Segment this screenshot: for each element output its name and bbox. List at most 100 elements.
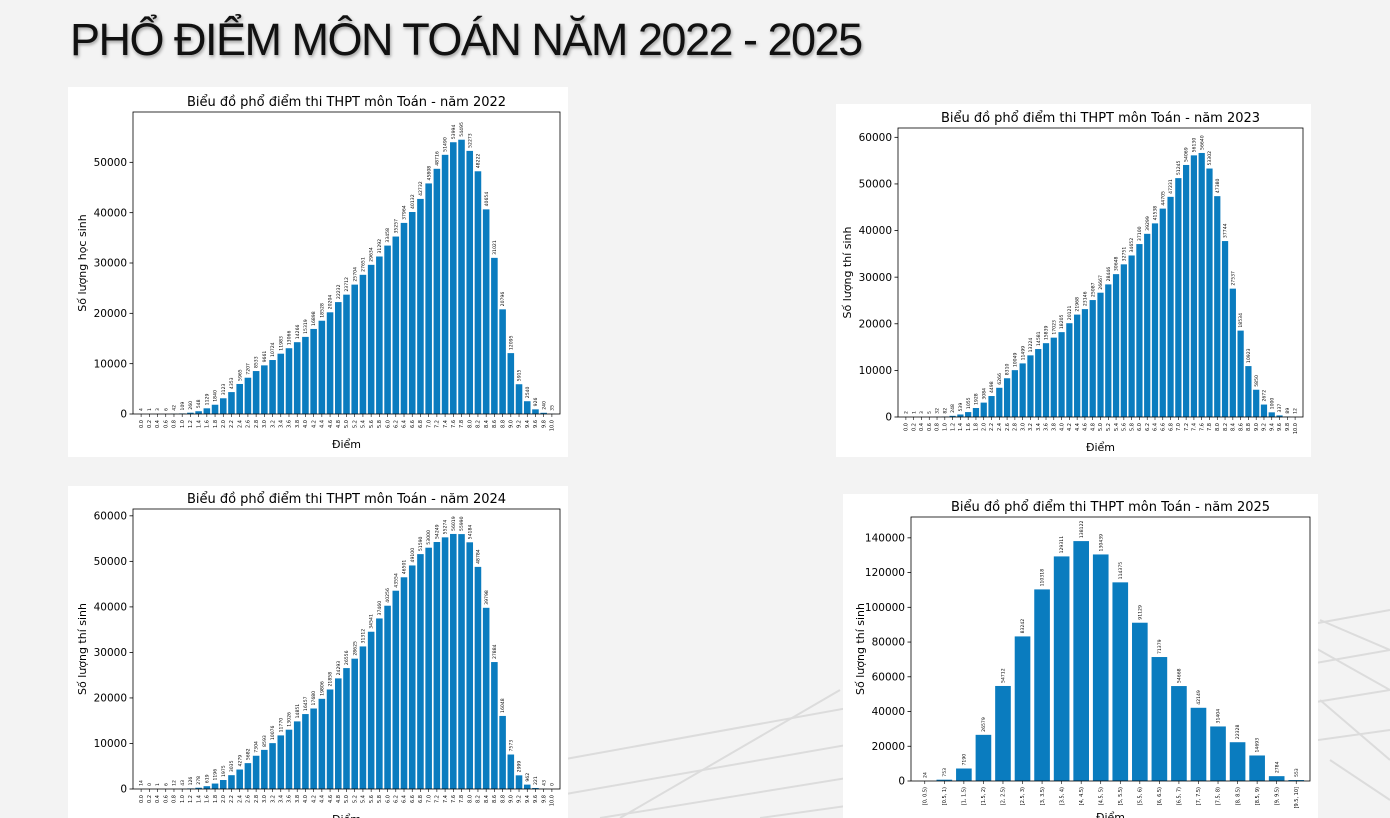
bar-value-label: 48784: [476, 549, 482, 564]
x-tick-label: 1.0: [180, 420, 186, 428]
bar: [1027, 355, 1034, 417]
bar: [936, 779, 953, 781]
x-tick-label: 1.2: [188, 795, 194, 803]
bar-value-label: 240: [541, 401, 547, 410]
x-tick-label: 10.0: [550, 795, 556, 806]
x-tick-label: 0.2: [911, 423, 917, 431]
y-tick-label: 60000: [872, 671, 905, 683]
bar: [261, 749, 268, 789]
x-tick-label: [8.5, 9): [1255, 787, 1261, 805]
x-tick-label: [0, 0.5): [922, 787, 928, 805]
x-axis-label: Điểm: [332, 813, 361, 818]
x-tick-label: [4, 4.5): [1079, 787, 1085, 805]
bar-value-label: 42732: [418, 181, 424, 196]
bar: [466, 542, 474, 789]
bar-value-label: 22328: [1235, 725, 1241, 740]
y-axis-label: Số lượng thí sinh: [76, 603, 89, 695]
x-tick-label: 2.2: [989, 423, 995, 431]
x-tick-label: 4.8: [1090, 423, 1096, 431]
x-tick-label: 6.2: [1145, 423, 1151, 431]
x-tick-label: [8, 8.5): [1235, 787, 1241, 805]
x-tick-label: [9, 9.5): [1274, 787, 1280, 805]
x-tick-label: 5.6: [1122, 423, 1128, 431]
bar-value-label: 260: [188, 401, 194, 410]
bar: [367, 631, 375, 789]
x-tick-label: 5.6: [369, 795, 375, 803]
x-tick-label: 6.6: [1160, 423, 1166, 431]
x-tick-label: 0.2: [147, 795, 153, 803]
chart-title: Biểu đồ phổ điểm thi THPT môn Toán - năm…: [951, 500, 1270, 515]
bar-value-label: 962: [525, 773, 531, 782]
x-tick-label: [2, 2.5): [1001, 787, 1007, 805]
x-tick-label: 2.4: [997, 423, 1003, 431]
bar: [400, 222, 408, 414]
bar-value-label: 3: [155, 408, 161, 411]
bar: [211, 404, 219, 414]
bar-value-label: 83242: [1020, 619, 1026, 634]
bar: [343, 294, 350, 414]
x-tick-label: 7.6: [1199, 423, 1205, 431]
x-tick-label: 7.6: [451, 795, 457, 803]
x-tick-label: [2.5, 3): [1020, 787, 1026, 805]
bar: [1249, 755, 1265, 781]
bar: [1058, 332, 1065, 417]
bar: [285, 348, 293, 414]
bar-value-label: 54069: [1184, 147, 1190, 162]
bar-value-label: 25087: [1090, 282, 1096, 297]
bar-value-label: 27884: [492, 644, 498, 659]
y-tick-label: 80000: [872, 637, 905, 649]
x-tick-label: 3.4: [278, 795, 284, 803]
x-tick-label: 6.0: [385, 420, 391, 428]
bar: [1237, 330, 1244, 417]
bar: [1151, 657, 1168, 781]
bar: [195, 411, 202, 414]
bar: [1268, 412, 1275, 417]
bar: [995, 685, 1011, 781]
y-tick-label: 0: [120, 784, 127, 796]
bar: [376, 256, 383, 414]
bar-value-label: 37100: [1137, 226, 1143, 241]
x-tick-label: [6.5, 7): [1177, 787, 1183, 805]
bar: [540, 412, 547, 414]
x-tick-label: 8.4: [484, 795, 490, 803]
bar: [384, 605, 391, 789]
bar: [252, 755, 260, 789]
bar-value-label: 53000: [426, 530, 432, 545]
y-axis-label: Số lượng thí sinh: [841, 226, 854, 318]
x-tick-label: [7.5, 8): [1216, 787, 1222, 805]
bar-value-label: 54249: [434, 524, 440, 539]
bar: [1159, 208, 1166, 417]
y-tick-label: 0: [885, 412, 892, 424]
bar: [302, 714, 309, 789]
bar: [244, 763, 252, 789]
bar-value-label: 11770: [278, 718, 284, 733]
bar-value-label: 14851: [295, 704, 301, 719]
x-tick-label: 9.0: [509, 795, 515, 803]
x-tick-label: 1.2: [188, 420, 194, 428]
x-axis-label: Điểm: [1096, 811, 1125, 818]
bar-value-label: 43: [180, 780, 186, 786]
x-tick-label: 1.8: [213, 420, 219, 428]
x-axis-label: Điểm: [332, 438, 361, 451]
x-tick-label: 8.0: [467, 420, 473, 428]
bar: [318, 698, 326, 789]
chart-2022: Biểu đồ phổ điểm thi THPT môn Toán - năm…: [76, 95, 561, 451]
bar-value-label: 42149: [1196, 690, 1202, 705]
x-tick-label: 10.0: [1293, 423, 1299, 434]
bar-value-label: 23146: [1083, 291, 1089, 306]
bar: [187, 412, 194, 414]
x-tick-label: [5, 5.5): [1118, 787, 1124, 805]
x-tick-label: 4.8: [336, 795, 342, 803]
y-tick-label: 60000: [859, 132, 892, 144]
x-tick-label: [9.5, 10]: [1294, 787, 1300, 808]
x-tick-label: 1.6: [205, 795, 211, 803]
bar: [523, 784, 531, 789]
x-tick-label: 1.0: [943, 423, 949, 431]
x-tick-label: 9.0: [509, 420, 515, 428]
x-tick-label: 4.4: [320, 795, 326, 803]
x-tick-label: 5.4: [1114, 423, 1120, 431]
bar-value-label: 54712: [1001, 668, 1007, 683]
x-tick-label: 2.4: [237, 420, 243, 428]
x-tick-label: 0.4: [155, 795, 161, 803]
x-tick-label: 8.6: [1238, 423, 1244, 431]
